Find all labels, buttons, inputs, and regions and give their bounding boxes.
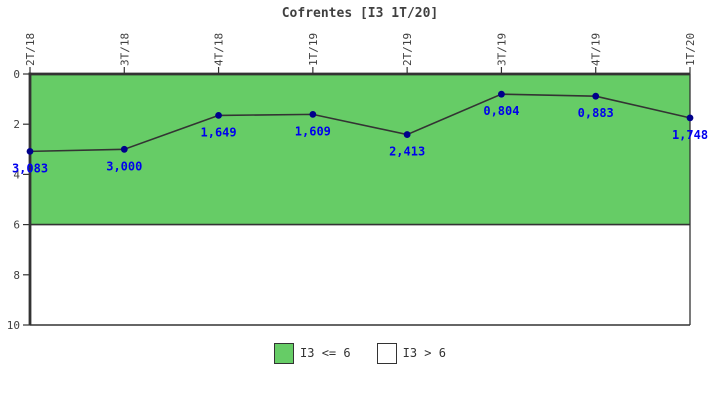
legend-swatch-ok-icon <box>274 343 295 364</box>
data-point-label: 1,609 <box>295 124 331 138</box>
y-tick-label: 4 <box>13 168 20 181</box>
data-point-label: 2,413 <box>389 145 425 159</box>
legend-item-ok: I3 <= 6 <box>274 343 351 364</box>
data-point-label: 0,804 <box>483 104 519 118</box>
x-tick-label: 1T/19 <box>307 33 320 66</box>
data-point <box>26 147 34 155</box>
data-point-label: 3,000 <box>106 159 142 173</box>
chart-title: Cofrentes [I3 1T/20] <box>281 6 439 21</box>
data-point-label: 1,748 <box>672 128 708 142</box>
y-tick-label: 8 <box>13 269 20 282</box>
data-point <box>120 145 128 153</box>
data-point-label: 1,649 <box>201 125 237 139</box>
x-tick-label: 1T/20 <box>684 33 697 66</box>
data-point <box>498 90 505 98</box>
y-tick-label: 10 <box>7 319 20 332</box>
data-point <box>403 131 411 138</box>
legend-item-exceed: I3 > 6 <box>376 343 446 364</box>
threshold-ok-band <box>30 74 690 225</box>
data-point <box>686 114 694 122</box>
y-tick-label: 2 <box>13 118 20 131</box>
series-line <box>29 93 691 153</box>
x-tick-label: 2T/19 <box>401 33 414 66</box>
chart-legend: I3 <= 6 I3 > 6 <box>0 343 720 364</box>
x-tick-label: 4T/18 <box>213 33 226 66</box>
legend-label-exceed: I3 > 6 <box>402 346 446 360</box>
data-point-label: 0,883 <box>578 106 614 120</box>
y-tick-label: 6 <box>13 219 20 232</box>
y-tick-label: 0 <box>13 68 20 81</box>
x-tick-label: 3T/18 <box>118 33 131 66</box>
x-tick-label: 4T/19 <box>590 33 603 66</box>
legend-swatch-exceed-icon <box>376 343 397 364</box>
threshold-exceed-band <box>30 224 690 325</box>
data-point <box>215 111 222 119</box>
x-tick-label: 2T/18 <box>24 33 37 66</box>
data-point <box>592 92 600 100</box>
data-point <box>309 110 317 118</box>
x-tick-label: 3T/19 <box>495 33 508 66</box>
data-point-label: 3,083 <box>12 161 48 175</box>
legend-label-ok: I3 <= 6 <box>300 346 351 360</box>
